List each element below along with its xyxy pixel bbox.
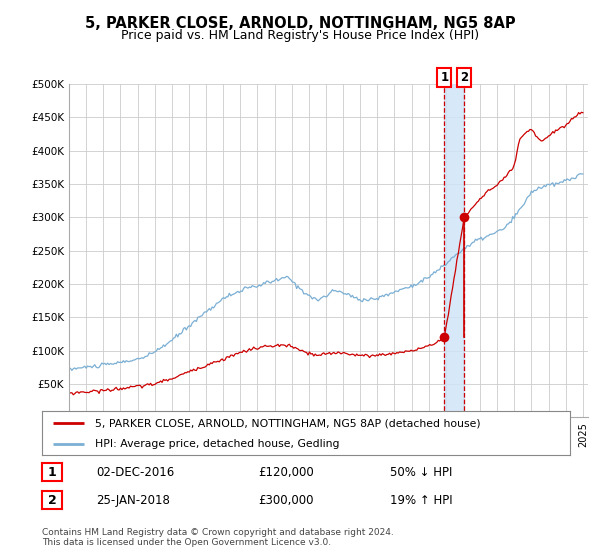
Text: 19% ↑ HPI: 19% ↑ HPI bbox=[390, 493, 452, 507]
Text: 2: 2 bbox=[47, 493, 56, 507]
Text: Contains HM Land Registry data © Crown copyright and database right 2024.
This d: Contains HM Land Registry data © Crown c… bbox=[42, 528, 394, 548]
Text: 5, PARKER CLOSE, ARNOLD, NOTTINGHAM, NG5 8AP (detached house): 5, PARKER CLOSE, ARNOLD, NOTTINGHAM, NG5… bbox=[95, 418, 481, 428]
Bar bbox=[445, 84, 464, 417]
Text: 5, PARKER CLOSE, ARNOLD, NOTTINGHAM, NG5 8AP: 5, PARKER CLOSE, ARNOLD, NOTTINGHAM, NG5… bbox=[85, 16, 515, 31]
Text: HPI: Average price, detached house, Gedling: HPI: Average price, detached house, Gedl… bbox=[95, 439, 340, 449]
Text: 02-DEC-2016: 02-DEC-2016 bbox=[96, 465, 174, 479]
Text: Price paid vs. HM Land Registry's House Price Index (HPI): Price paid vs. HM Land Registry's House … bbox=[121, 29, 479, 42]
Text: 50% ↓ HPI: 50% ↓ HPI bbox=[390, 465, 452, 479]
Text: £300,000: £300,000 bbox=[258, 493, 314, 507]
Text: 2: 2 bbox=[460, 71, 468, 84]
Text: 25-JAN-2018: 25-JAN-2018 bbox=[96, 493, 170, 507]
Text: 1: 1 bbox=[440, 71, 449, 84]
Text: 1: 1 bbox=[47, 465, 56, 479]
Text: £120,000: £120,000 bbox=[258, 465, 314, 479]
